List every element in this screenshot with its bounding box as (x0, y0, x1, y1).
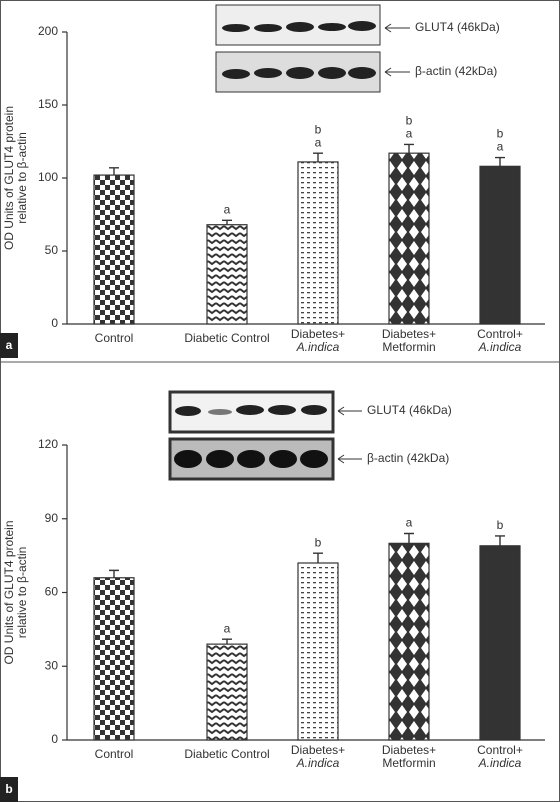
x-tick-label: A.indica (296, 340, 340, 354)
blot-a (215, 4, 410, 93)
x-tick-label: A.indica (296, 756, 340, 770)
x-tick-label: Control+ (477, 327, 523, 341)
significance-letter: b (497, 518, 504, 532)
error-bar (222, 638, 232, 645)
y-tick-label: 0 (51, 316, 58, 330)
panel-label: a (6, 338, 13, 352)
bar (388, 152, 430, 325)
y-tick-label: 30 (45, 658, 59, 672)
panel-label-box (0, 777, 18, 802)
x-tick-label: Control (95, 747, 134, 761)
significance-letter: b (406, 114, 413, 128)
x-tick-label: Diabetic Control (184, 331, 269, 345)
significance-letter: a (497, 140, 504, 154)
x-tick-label: Diabetes+ (382, 327, 436, 341)
y-tick-label: 0 (51, 732, 58, 746)
significance-letter: b (497, 127, 504, 141)
y-tick-label: 150 (38, 97, 58, 111)
error-bar (222, 219, 232, 225)
error-bar (495, 156, 505, 167)
significance-letter: a (224, 621, 231, 635)
significance-letter: a (315, 135, 322, 149)
x-tick-label: Diabetic Control (184, 747, 269, 761)
y-axis-label: OD Units of GLUT4 protein (2, 520, 16, 664)
y-tick-label: 200 (38, 24, 58, 38)
bar (206, 643, 248, 741)
blot-label: GLUT4 (46kDa) (367, 403, 452, 417)
x-tick-label: A.indica (478, 340, 522, 354)
x-tick-label: Diabetes+ (382, 743, 436, 757)
x-tick-label: Control (95, 331, 134, 345)
error-bar (495, 535, 505, 546)
x-tick-label: Diabetes+ (291, 327, 345, 341)
significance-letter: a (406, 516, 413, 530)
x-tick-label: Metformin (382, 756, 435, 770)
bar (206, 224, 248, 325)
bar (93, 577, 135, 741)
x-tick-label: Control+ (477, 743, 523, 757)
bar (297, 161, 339, 325)
significance-letter: b (315, 535, 322, 549)
panel-label-box (0, 333, 18, 358)
x-tick-label: Diabetes+ (291, 743, 345, 757)
x-tick-label: A.indica (478, 756, 522, 770)
y-tick-label: 60 (45, 585, 59, 599)
blot-label: β-actin (42kDa) (415, 64, 497, 78)
y-axis-label: relative to β-actin (15, 547, 29, 639)
y-tick-label: 100 (38, 170, 58, 184)
bar (297, 562, 339, 741)
x-tick-label: Metformin (382, 340, 435, 354)
error-bar (404, 532, 414, 544)
y-axis-label: relative to β-actin (15, 132, 29, 224)
blot-b (168, 390, 362, 481)
blot-label: GLUT4 (46kDa) (415, 20, 500, 34)
y-tick-label: 90 (45, 511, 59, 525)
error-bar (313, 552, 323, 563)
y-tick-label: 120 (38, 437, 58, 451)
error-bar (109, 167, 119, 176)
significance-letter: b (315, 122, 322, 136)
blot-label: β-actin (42kDa) (367, 451, 449, 465)
significance-letter: a (406, 127, 413, 141)
panel-label: b (5, 782, 12, 796)
error-bar (109, 569, 119, 578)
bar (388, 542, 430, 741)
bar (479, 545, 521, 741)
error-bar (313, 152, 323, 162)
significance-letter: a (224, 203, 231, 217)
error-bar (404, 143, 414, 154)
bar (479, 165, 521, 325)
y-axis-label: OD Units of GLUT4 protein (2, 106, 16, 250)
y-tick-label: 50 (45, 243, 59, 257)
bar (93, 174, 135, 325)
